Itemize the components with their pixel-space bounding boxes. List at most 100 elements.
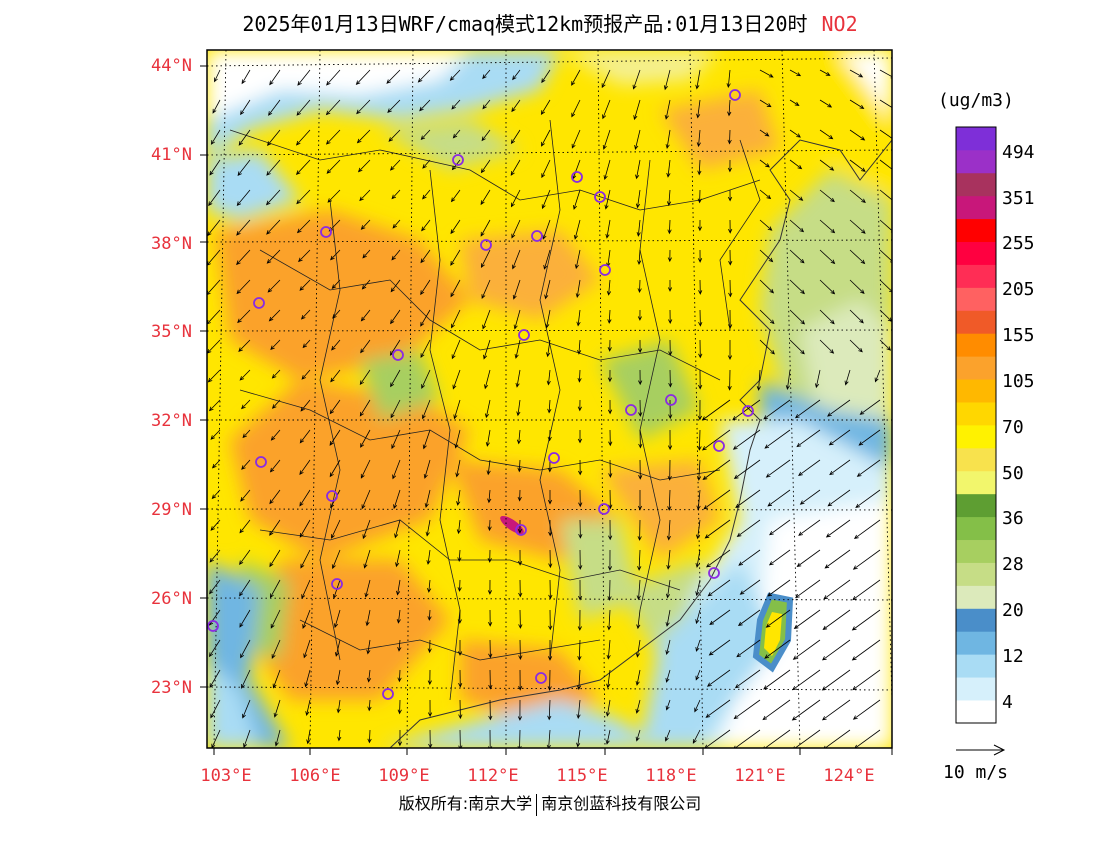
wind-arrow bbox=[453, 399, 461, 420]
wind-arrow bbox=[541, 129, 551, 147]
wind-arrow bbox=[635, 159, 641, 180]
copyright-footer: 版权所有:南京大学 南京创蓝科技有限公司 bbox=[0, 790, 1100, 816]
wind-arrow bbox=[607, 369, 613, 383]
wind-arrow bbox=[694, 699, 701, 713]
wind-arrow bbox=[396, 609, 401, 624]
wind-arrow bbox=[360, 339, 371, 354]
wind-arrow bbox=[425, 519, 431, 537]
wind-arrow bbox=[269, 69, 281, 86]
colorbar-swatch bbox=[956, 356, 996, 380]
wind-arrow bbox=[819, 339, 835, 354]
wind-arrow bbox=[697, 159, 702, 176]
wind-arrow bbox=[241, 459, 251, 470]
wind-arrow bbox=[397, 699, 402, 715]
wind-arrow bbox=[366, 669, 372, 683]
wind-arrow bbox=[360, 309, 371, 322]
wind-arrow bbox=[210, 519, 221, 531]
wind-arrow bbox=[576, 309, 581, 327]
wind-arrow bbox=[698, 309, 703, 327]
city-marker bbox=[331, 578, 343, 590]
wind-arrow bbox=[796, 429, 821, 448]
wind-arrow bbox=[819, 69, 831, 76]
wind-arrow bbox=[695, 639, 701, 652]
colorbar-swatch bbox=[956, 447, 996, 472]
colorbar-swatch bbox=[956, 264, 996, 288]
city-marker bbox=[535, 672, 547, 684]
lon-label: 112°E bbox=[467, 766, 519, 786]
wind-arrow bbox=[791, 699, 821, 721]
wind-arrow bbox=[602, 129, 611, 150]
wind-arrow bbox=[420, 339, 431, 359]
wind-arrow bbox=[577, 639, 582, 661]
wind-arrow bbox=[237, 309, 251, 324]
wind-arrow bbox=[271, 639, 281, 659]
colorbar-frame bbox=[955, 126, 997, 724]
wind-arrow bbox=[427, 609, 432, 621]
wind-arrow bbox=[514, 339, 521, 359]
wind-arrow bbox=[486, 459, 491, 476]
wind-arrow bbox=[637, 309, 642, 321]
colorbar-label: 36 bbox=[1002, 508, 1024, 529]
wind-arrow bbox=[635, 189, 641, 209]
wind-arrow bbox=[798, 519, 821, 536]
wind-arrow bbox=[851, 639, 881, 661]
wind-arrow bbox=[241, 399, 251, 410]
footer-right: 南京创蓝科技有限公司 bbox=[541, 794, 702, 813]
wind-arrow bbox=[823, 729, 851, 748]
wind-arrow bbox=[236, 189, 251, 206]
wind-reference-arrow bbox=[956, 744, 1006, 756]
wind-arrow bbox=[482, 309, 491, 330]
wind-arrow bbox=[733, 729, 761, 748]
wind-arrow bbox=[852, 699, 881, 720]
colorbar-label: 255 bbox=[1002, 233, 1035, 254]
wind-arrow bbox=[634, 129, 641, 150]
colorbar-swatch bbox=[956, 539, 996, 563]
wind-arrow bbox=[420, 249, 431, 264]
wind-arrow bbox=[879, 339, 892, 351]
wind-arrow bbox=[638, 369, 643, 386]
wind-arrow bbox=[606, 669, 611, 689]
city-marker bbox=[382, 688, 394, 700]
city-marker bbox=[729, 89, 741, 101]
wind-arrow bbox=[208, 189, 221, 207]
wind-arrow bbox=[332, 309, 341, 319]
wind-arrow bbox=[299, 489, 311, 507]
wind-arrow bbox=[209, 549, 221, 563]
wind-arrow bbox=[541, 189, 551, 210]
wind-arrow bbox=[546, 729, 551, 748]
wind-arrow bbox=[272, 669, 281, 689]
wind-arrow bbox=[879, 219, 892, 233]
wind-arrow bbox=[821, 699, 851, 721]
wind-arrow bbox=[420, 279, 431, 296]
colorbar-label: 20 bbox=[1002, 600, 1024, 621]
wind-arrow bbox=[367, 699, 372, 712]
colorbar-swatch bbox=[956, 700, 996, 724]
wind-arrow bbox=[210, 129, 221, 145]
wind-arrow bbox=[305, 699, 311, 717]
lon-label: 115°E bbox=[556, 766, 608, 786]
city-marker bbox=[742, 405, 754, 417]
wind-arrow bbox=[299, 429, 311, 444]
wind-arrow bbox=[268, 99, 281, 116]
wind-arrow bbox=[667, 459, 672, 481]
wind-arrow bbox=[427, 669, 432, 686]
wind-arrow bbox=[450, 219, 461, 235]
wind-arrow bbox=[728, 279, 733, 298]
wind-arrow bbox=[427, 699, 433, 718]
wind-arrow bbox=[819, 129, 834, 140]
wind-arrow bbox=[735, 489, 761, 509]
wind-arrow bbox=[336, 699, 341, 714]
wind-arrow bbox=[708, 639, 731, 656]
wind-arrow bbox=[635, 699, 641, 714]
wind-arrow bbox=[571, 129, 581, 149]
wind-arrow bbox=[605, 729, 611, 745]
wind-arrow bbox=[759, 159, 770, 168]
wind-arrow bbox=[668, 369, 673, 388]
wind-arrow bbox=[853, 519, 881, 539]
city-markers bbox=[207, 89, 754, 700]
wind-arrow bbox=[363, 549, 371, 569]
colorbar-label: 205 bbox=[1002, 279, 1035, 300]
wind-arrow bbox=[456, 489, 461, 506]
wind-arrow bbox=[452, 129, 461, 139]
wind-arrow bbox=[393, 489, 401, 510]
